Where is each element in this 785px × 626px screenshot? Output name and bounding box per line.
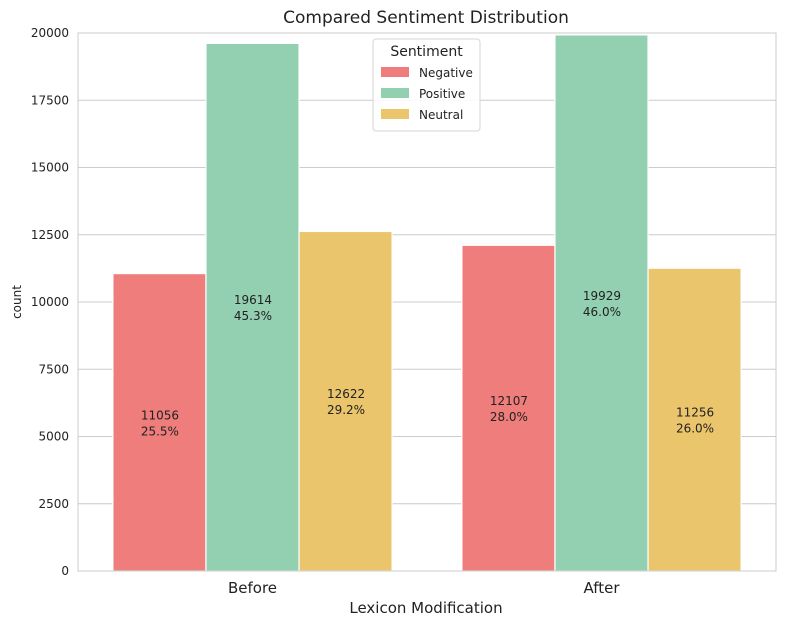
y-axis-ticks: 0 2500 5000 7500 10000 12500 15000 17500 20000 [31, 26, 69, 578]
y-tick-label: 10000 [31, 295, 69, 309]
bar-positive-before [205, 42, 300, 572]
x-axis-ticks: Before After [228, 579, 620, 597]
chart-title: Compared Sentiment Distribution [283, 8, 569, 28]
y-tick-label: 20000 [31, 26, 69, 40]
legend-swatch-neutral [381, 109, 409, 119]
legend-title: Sentiment [390, 44, 463, 60]
bar-negative-before [112, 272, 207, 572]
y-tick-label: 5000 [38, 430, 69, 444]
y-tick-label: 15000 [31, 161, 69, 175]
legend-label-negative: Negative [419, 66, 473, 80]
y-tick-label: 2500 [38, 497, 69, 511]
bar-percent-label: 45.3% [234, 309, 272, 323]
bar-count-label: 12622 [327, 387, 365, 401]
bar-labels: 11056 25.5% 19614 45.3% 12622 29.2% 12107 28.0%… [141, 289, 714, 438]
x-tick-label: Before [228, 579, 277, 597]
y-tick-label: 7500 [38, 362, 69, 376]
y-axis-label: count [10, 285, 24, 319]
legend: Sentiment Negative Positive Neutral [372, 38, 481, 132]
bar-count-label: 11056 [141, 408, 179, 422]
bar-percent-label: 28.0% [490, 410, 528, 424]
legend-label-neutral: Neutral [419, 108, 463, 122]
y-tick-label: 12500 [31, 228, 69, 242]
legend-swatch-positive [381, 88, 409, 98]
bar-count-label: 12107 [490, 394, 528, 408]
bar-count-label: 11256 [676, 406, 714, 420]
x-tick-label: After [583, 579, 620, 597]
bar-percent-label: 26.0% [676, 422, 714, 436]
bar-percent-label: 46.0% [583, 305, 621, 319]
bar-percent-label: 29.2% [327, 403, 365, 417]
y-tick-label: 17500 [31, 93, 69, 107]
legend-label-positive: Positive [419, 87, 465, 101]
legend-box [372, 38, 481, 132]
bars [112, 34, 742, 572]
bar-neutral-before [298, 230, 393, 572]
x-axis-label: Lexicon Modification [349, 599, 502, 617]
bar-positive-after [554, 34, 649, 572]
bar-count-label: 19929 [583, 289, 621, 303]
y-tick-label: 0 [61, 564, 69, 578]
bar-negative-after [461, 244, 556, 572]
bar-percent-label: 25.5% [141, 424, 179, 438]
bar-count-label: 19614 [234, 293, 272, 307]
legend-swatch-negative [381, 67, 409, 77]
plot-frame [77, 32, 777, 572]
